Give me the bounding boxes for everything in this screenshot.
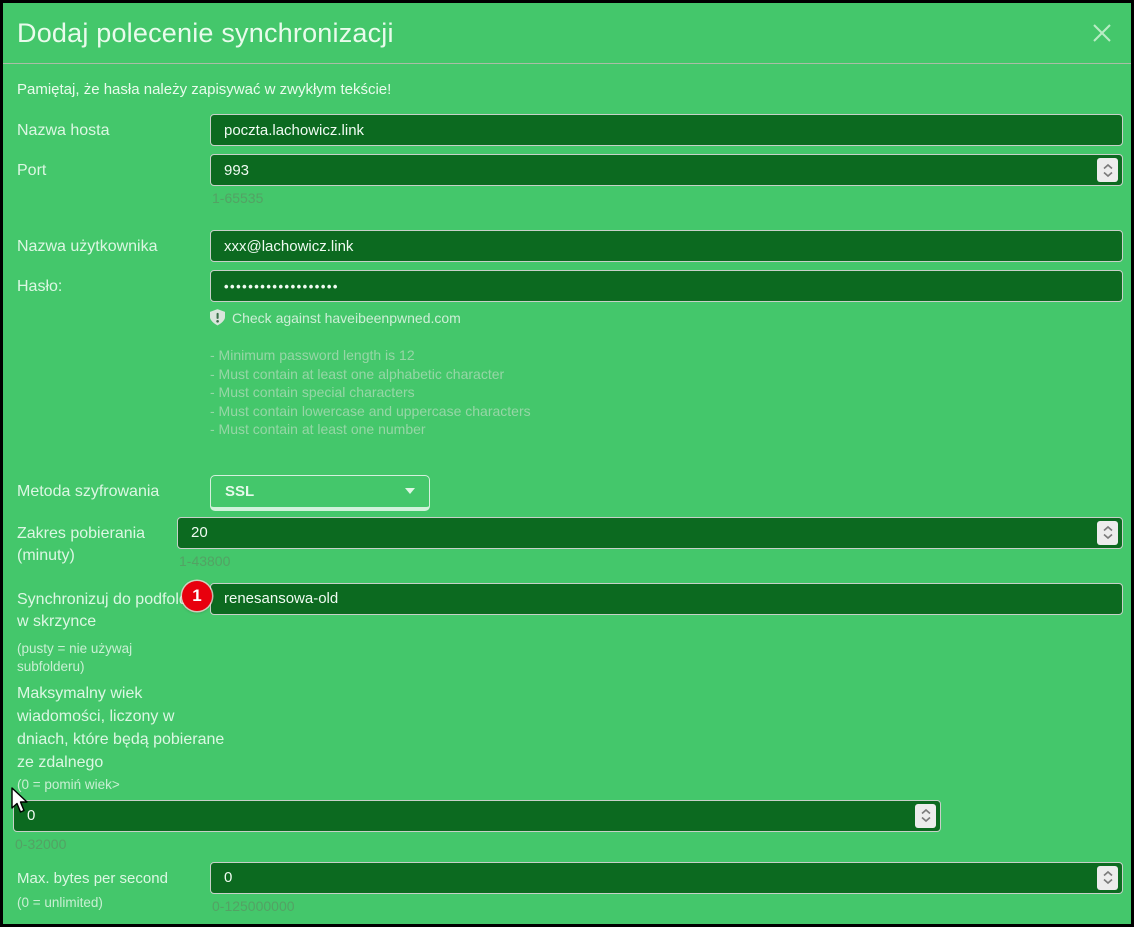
password-rule: - Must contain lowercase and uppercase c… xyxy=(210,402,531,419)
host-label: Nazwa hosta xyxy=(17,122,110,139)
password-rule: - Must contain at least one alphabetic c… xyxy=(210,365,505,382)
field-row-port: Port 1-65535 xyxy=(17,154,1123,206)
max-age-spinner[interactable] xyxy=(915,803,936,828)
close-icon[interactable] xyxy=(1089,20,1115,46)
page-title: Dodaj polecenie synchronizacji xyxy=(17,17,394,48)
password-rule: - Must contain special characters xyxy=(210,384,415,400)
host-input[interactable] xyxy=(210,114,1123,146)
plaintext-password-warning: Pamiętaj, że hasła należy zapisywać w zw… xyxy=(17,81,392,98)
max-age-sublabel: (0 = pomiń wiek> xyxy=(17,776,120,792)
field-row-encryption: Metoda szyfrowania SSL xyxy=(17,474,1123,511)
poll-interval-label: Zakres pobierania (minuty) xyxy=(17,524,146,564)
spinner-chevrons-icon xyxy=(920,808,931,823)
poll-interval-range-hint: 1-43800 xyxy=(179,552,231,569)
field-row-poll-interval: Zakres pobierania (minuty) 1-43800 xyxy=(17,516,1123,569)
annotation-badge-1: 1 xyxy=(182,580,212,611)
header-divider xyxy=(3,63,1131,64)
pwned-check-line[interactable]: Check against haveibeenpwned.com xyxy=(210,309,1123,326)
max-age-range-hint: 0-32000 xyxy=(15,835,67,852)
password-rules: - Minimum password length is 12 - Must c… xyxy=(210,346,1123,439)
max-bytes-label-block: Max. bytes per second (0 = unlimited) xyxy=(17,862,210,914)
port-label: Port xyxy=(17,162,47,179)
chevron-down-icon xyxy=(405,488,415,494)
password-label: Hasło: xyxy=(17,278,63,295)
port-spinner[interactable] xyxy=(1097,158,1118,182)
username-input[interactable] xyxy=(210,230,1123,262)
max-age-label: Maksymalny wiek wiadomości, liczony w dn… xyxy=(17,684,225,771)
subfolder-label-block: Synchronizuj do podfolderu w skrzynce (p… xyxy=(17,583,227,676)
field-row-subfolder: 1 Synchronizuj do podfolderu w skrzynce … xyxy=(17,580,1123,676)
poll-interval-spinner[interactable] xyxy=(1097,520,1118,545)
dialog-header: Dodaj polecenie synchronizacji xyxy=(3,3,1131,63)
close-x-glyph xyxy=(1093,24,1111,42)
encryption-select[interactable]: SSL xyxy=(210,474,430,511)
max-bytes-range-hint: 0-125000000 xyxy=(212,897,295,914)
port-input[interactable] xyxy=(210,154,1123,186)
mouse-cursor xyxy=(11,787,30,819)
poll-interval-input[interactable] xyxy=(177,516,1123,549)
spinner-chevrons-icon xyxy=(1102,163,1113,177)
pwned-check-label: Check against haveibeenpwned.com xyxy=(232,309,461,326)
subfolder-label: Synchronizuj do podfolderu w skrzynce xyxy=(17,590,211,630)
password-input[interactable] xyxy=(210,270,1123,302)
max-bytes-spinner[interactable] xyxy=(1097,865,1118,890)
spinner-chevrons-icon xyxy=(1102,525,1113,540)
port-range-hint: 1-65535 xyxy=(212,190,264,206)
sync-form: Nazwa hosta Port 1-65535 xyxy=(3,98,1131,924)
field-row-username: Nazwa użytkownika xyxy=(17,230,1123,262)
max-bytes-sublabel: (0 = unlimited) xyxy=(17,894,103,910)
field-row-max-bytes: Max. bytes per second (0 = unlimited) 0-… xyxy=(17,861,1123,914)
field-row-host: Nazwa hosta xyxy=(17,114,1123,146)
username-label: Nazwa użytkownika xyxy=(17,238,158,255)
password-rule: - Must contain at least one number xyxy=(210,421,426,437)
password-rule: - Minimum password length is 12 xyxy=(210,347,415,363)
encryption-label: Metoda szyfrowania xyxy=(17,482,160,500)
encryption-selected-value: SSL xyxy=(225,482,255,500)
max-bytes-input[interactable] xyxy=(210,861,1123,894)
subfolder-input[interactable] xyxy=(210,582,1123,615)
field-row-max-age: Maksymalny wiek wiadomości, liczony w dn… xyxy=(13,682,1123,852)
subfolder-sublabel: (pusty = nie używaj subfolderu) xyxy=(17,640,133,674)
max-bytes-label: Max. bytes per second xyxy=(17,869,168,887)
spinner-chevrons-icon xyxy=(1102,870,1113,885)
max-age-input[interactable] xyxy=(13,799,941,832)
field-row-password: Hasło: Check against haveibeenpwned.com … xyxy=(17,270,1123,439)
shield-alert-icon xyxy=(210,309,225,326)
